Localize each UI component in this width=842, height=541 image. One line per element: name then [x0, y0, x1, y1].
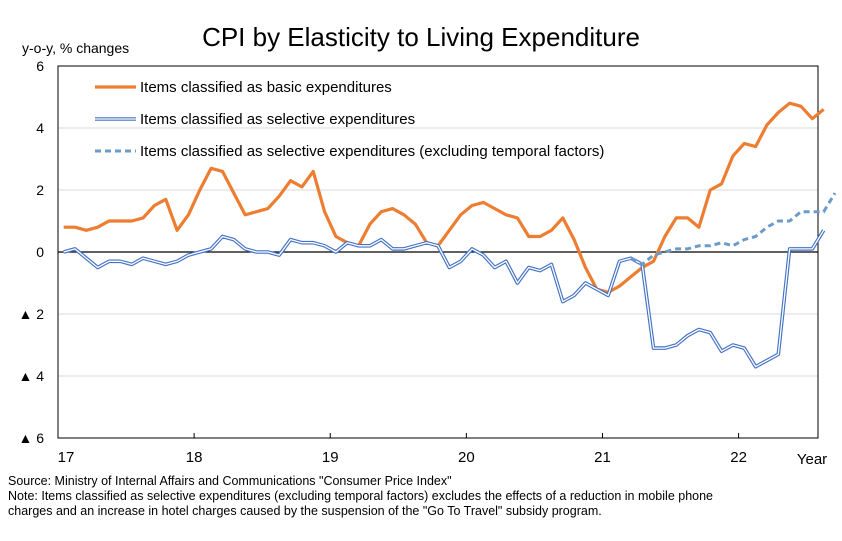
y-tick-label: 6 — [36, 58, 44, 74]
x-tick-label: 22 — [730, 449, 747, 466]
y-tick-label: ▲ 2 — [18, 306, 44, 322]
legend-label: Items classified as basic expenditures — [140, 79, 392, 96]
legend-label: Items classified as selective expenditur… — [140, 143, 604, 160]
y-tick-label: 0 — [36, 244, 44, 260]
chart-notes: Source: Ministry of Internal Affairs and… — [8, 474, 838, 519]
y-tick-label: 4 — [36, 120, 44, 136]
y-tick-label: 2 — [36, 182, 44, 198]
x-tick-labels: 17 18 19 20 21 22 — [58, 449, 747, 466]
footnote-line-1: Note: Items classified as selective expe… — [8, 489, 713, 503]
series-line-1 — [63, 101, 825, 294]
x-tick-label: 20 — [458, 449, 475, 466]
source-note: Source: Ministry of Internal Affairs and… — [8, 474, 452, 488]
series-line-2-inner — [63, 229, 825, 368]
gridlines — [58, 127, 818, 377]
y-tick-label: ▲ 4 — [18, 368, 44, 384]
y-tick-label: ▲ 6 — [18, 430, 44, 446]
footnote-line-2: charges and an increase in hotel charges… — [8, 504, 602, 518]
y-tick-labels: 6 4 2 0 ▲ 2 ▲ 4 ▲ 6 — [18, 58, 44, 446]
series-lines — [63, 101, 837, 369]
series-line-3 — [630, 192, 837, 267]
x-tick-label: 17 — [58, 449, 75, 466]
y-axis-label: y-o-y, % changes — [22, 40, 130, 56]
legend: Items classified as basic expenditures It… — [95, 79, 604, 160]
x-tick-label: 21 — [594, 449, 611, 466]
series-line-2 — [63, 229, 826, 369]
legend-label: Items classified as selective expenditur… — [140, 111, 415, 128]
chart-title: CPI by Elasticity to Living Expenditure — [202, 22, 640, 52]
x-tick-label: 18 — [186, 449, 203, 466]
x-axis-label: Year — [797, 451, 827, 468]
axes — [57, 65, 819, 439]
x-tick-label: 19 — [322, 449, 339, 466]
